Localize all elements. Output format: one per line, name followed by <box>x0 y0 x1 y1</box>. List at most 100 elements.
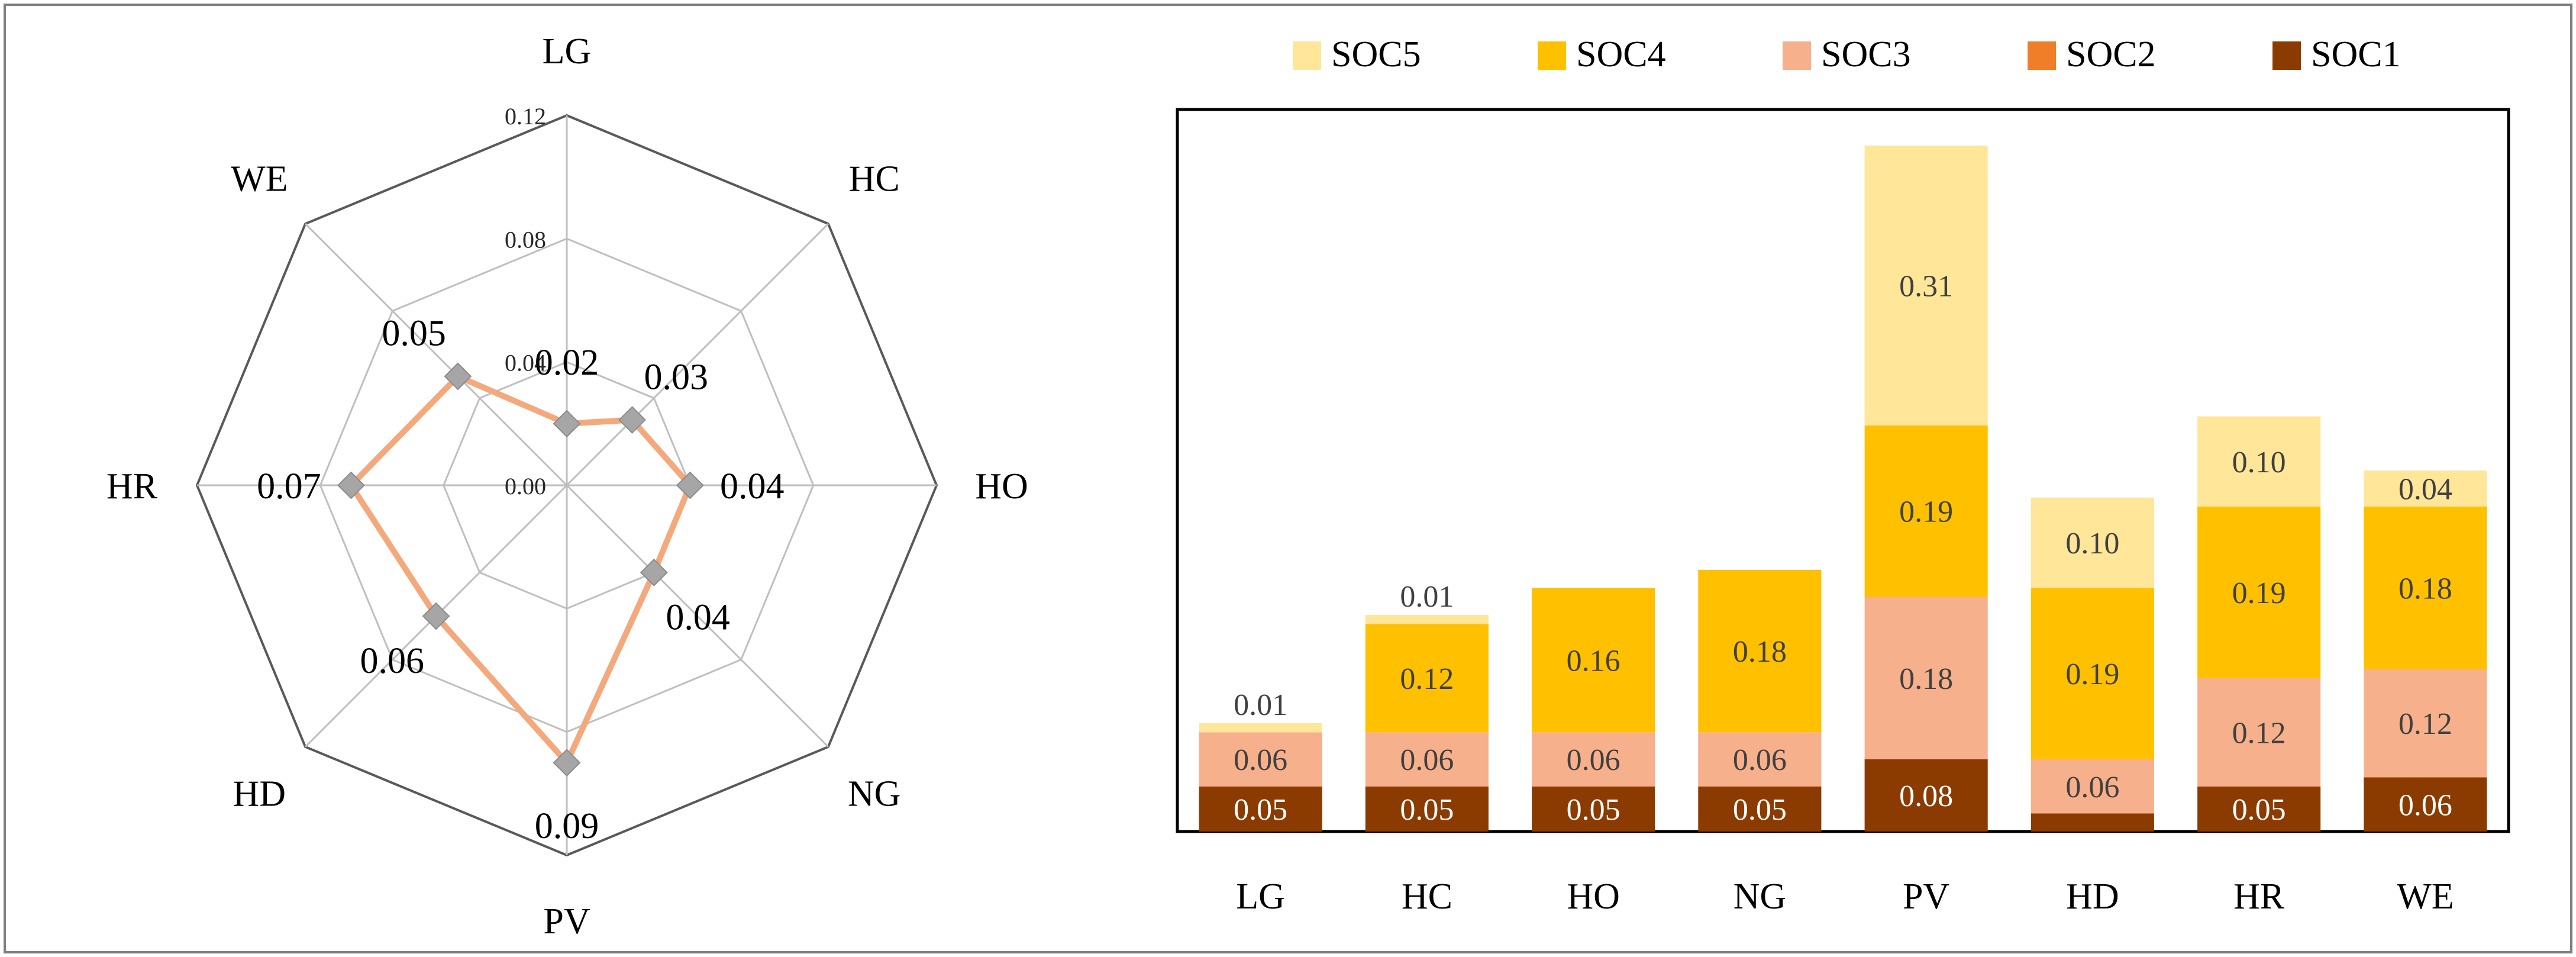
bar-data-label: 0.08 <box>1899 779 1953 813</box>
x-tick-label: PV <box>1903 877 1949 917</box>
radar-tick-label: 0.00 <box>505 473 546 500</box>
radar-category-label: HR <box>106 466 158 507</box>
radar-data-point <box>618 406 646 434</box>
radar-data-point <box>553 410 581 438</box>
bar-data-label: 0.12 <box>2232 716 2286 750</box>
radar-data-point <box>444 362 472 391</box>
radar-data-point <box>640 558 668 587</box>
bar-segment-soc4 <box>1532 588 1655 733</box>
bar-data-label: 0.05 <box>1400 793 1454 827</box>
bar-segment-soc5 <box>1365 615 1489 624</box>
bar-data-label: 0.12 <box>2399 707 2452 741</box>
bar-segment-soc5 <box>2031 497 2154 588</box>
radar-value-label: 0.04 <box>666 598 730 638</box>
radar-data-point <box>422 602 450 630</box>
radar-category-label: HD <box>233 774 286 814</box>
bar-segment-soc4 <box>2197 507 2321 678</box>
radar-value-label: 0.05 <box>382 314 446 354</box>
radar-value-label: 0.07 <box>257 466 321 507</box>
bar-segment-soc3 <box>2031 759 2154 814</box>
legend-label-soc5: SOC5 <box>1331 34 1421 75</box>
stacked-bar-chart: 0.05 0.06 0.01 LG 0.05 0.06 0.12 0.01 HC 0.05 0.06… <box>1176 34 2510 917</box>
legend-label-soc3: SOC3 <box>1821 34 1911 75</box>
bar-data-label: 0.04 <box>2399 473 2452 507</box>
bar-segment-soc1 <box>2031 813 2154 832</box>
bar-data-label: 0.06 <box>1234 743 1287 777</box>
legend-label-soc2: SOC2 <box>2066 34 2156 75</box>
radar-category-label: NG <box>848 774 901 814</box>
bar-segment-soc1 <box>1532 786 1655 832</box>
bar-segment-soc1 <box>2364 777 2487 832</box>
bar-data-label: 0.19 <box>1899 495 1953 529</box>
bar-segment-soc1 <box>1199 786 1322 832</box>
bar-data-label: 0.06 <box>1567 743 1621 777</box>
bar-data-label: 0.05 <box>1567 793 1621 827</box>
x-tick-label: LG <box>1236 877 1285 917</box>
x-tick-label: WE <box>2397 877 2454 917</box>
bar-segment-soc5 <box>1864 146 1988 426</box>
radar-category-label: HC <box>849 159 900 199</box>
bar-segment-soc1 <box>1864 759 1988 832</box>
bar-segment-soc4 <box>1698 569 1822 733</box>
x-tick-label: HO <box>1567 877 1620 917</box>
bar-data-label: 0.18 <box>2399 572 2452 605</box>
legend-label-soc4: SOC4 <box>1576 34 1666 75</box>
bar-data-label: 0.12 <box>1400 662 1454 696</box>
radar-category-label: WE <box>231 159 288 199</box>
legend-swatch-soc3 <box>1783 41 1811 70</box>
bar-segment-soc1 <box>2197 786 2321 832</box>
radar-data-point <box>553 749 581 777</box>
x-tick-label: HR <box>2233 877 2285 917</box>
radar-spoke <box>566 223 829 486</box>
radar-value-label: 0.02 <box>535 343 599 383</box>
radar-data-point <box>676 471 704 500</box>
radar-category-label: LG <box>543 31 592 72</box>
bar-data-label: 0.10 <box>2232 446 2286 479</box>
radar-chart: 0.00 0.04 0.08 0.12 LG HC HO NG PV HD HR WE 0.02 0.03… <box>106 31 1028 942</box>
bar-segment-soc1 <box>1365 786 1489 832</box>
bar-data-label: 0.01 <box>1400 580 1454 614</box>
radar-spoke <box>566 484 829 747</box>
bar-data-label: 0.05 <box>1733 793 1787 827</box>
bar-data-label: 0.06 <box>1400 743 1454 777</box>
bar-segment-soc5 <box>1199 723 1322 733</box>
x-tick-label: NG <box>1734 877 1787 917</box>
radar-category-label: HO <box>975 466 1028 507</box>
bar-data-label: 0.31 <box>1899 269 1953 303</box>
bar-data-label: 0.18 <box>1899 662 1953 696</box>
bar-segment-soc3 <box>1698 732 1822 787</box>
bar-segment-soc3 <box>1532 732 1655 787</box>
bar-segment-soc3 <box>1864 597 1988 759</box>
bar-segment-soc4 <box>2364 507 2487 669</box>
legend-swatch-soc1 <box>2272 41 2301 70</box>
radar-spoke <box>305 223 568 486</box>
bar-segment-soc5 <box>2364 471 2487 507</box>
radar-tick-label: 0.08 <box>505 226 546 253</box>
radar-category-label: PV <box>543 901 590 942</box>
bar-data-label: 0.05 <box>1234 793 1287 827</box>
radar-value-label: 0.03 <box>644 357 708 397</box>
x-tick-label: HD <box>2066 877 2119 917</box>
bar-data-label: 0.19 <box>2065 658 2119 691</box>
radar-value-label: 0.06 <box>360 641 425 681</box>
bar-segment-soc4 <box>1365 624 1489 733</box>
radar-data-point <box>337 471 365 500</box>
legend-label-soc1: SOC1 <box>2311 34 2401 75</box>
bar-data-label: 0.06 <box>2065 771 2119 804</box>
radar-value-label: 0.09 <box>535 806 599 846</box>
bar-segment-soc3 <box>1199 732 1322 787</box>
bar-segment-soc3 <box>1365 732 1489 787</box>
bar-segment-soc3 <box>2364 669 2487 778</box>
bar-data-label: 0.05 <box>2232 793 2286 827</box>
bar-segment-soc4 <box>1864 425 1988 597</box>
bar-data-label: 0.06 <box>1733 743 1787 777</box>
bar-segment-soc4 <box>2031 588 2154 760</box>
radar-tick-label: 0.04 <box>505 350 546 376</box>
bar-segment-soc1 <box>1698 786 1822 832</box>
legend-swatch-soc5 <box>1293 41 1321 70</box>
radar-value-label: 0.04 <box>720 466 785 507</box>
bar-data-label: 0.16 <box>1567 644 1621 678</box>
bar-segment-soc3 <box>2197 678 2321 787</box>
bar-data-label: 0.10 <box>2065 527 2119 560</box>
